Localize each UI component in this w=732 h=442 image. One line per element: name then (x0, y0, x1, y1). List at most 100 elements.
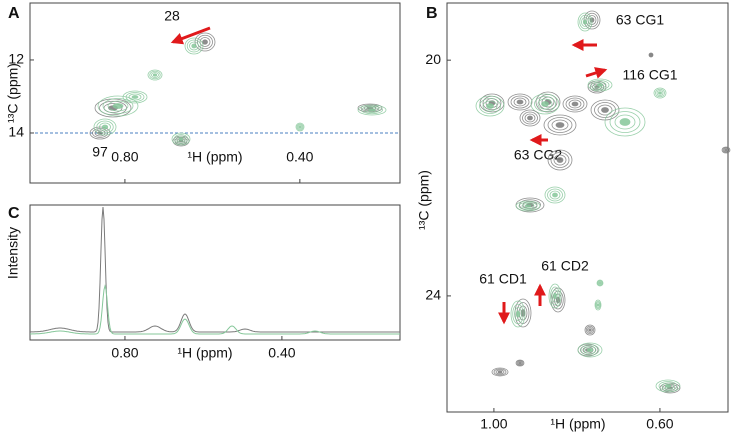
contour (547, 188, 563, 202)
contour (99, 122, 111, 132)
contour (604, 107, 646, 137)
contour (184, 37, 204, 55)
contour (107, 100, 129, 112)
contour (580, 344, 600, 356)
contour (535, 91, 561, 113)
contour (357, 104, 387, 116)
contour (594, 299, 602, 311)
annotation: 97 (92, 144, 108, 160)
contour (171, 132, 191, 146)
y-tick-label: 20 (425, 51, 441, 67)
arrows (170, 26, 608, 325)
x-tick-label: 0.80 (111, 345, 138, 361)
contour (482, 100, 498, 112)
contour (581, 17, 589, 27)
contour (724, 148, 728, 152)
contour (131, 95, 139, 99)
contour (551, 119, 569, 131)
contour (521, 203, 535, 209)
trace (30, 284, 400, 335)
contour (723, 148, 729, 152)
contour (619, 118, 631, 126)
contour (297, 124, 303, 130)
contour (518, 361, 522, 365)
contour (551, 289, 559, 303)
contour (524, 113, 536, 123)
contour (664, 384, 672, 388)
contour (552, 192, 558, 198)
contour (296, 123, 304, 131)
contour (579, 14, 591, 30)
annotation: 61 CD2 (541, 258, 589, 274)
contour (97, 95, 139, 117)
contour (491, 367, 509, 377)
contour (571, 101, 579, 107)
contours (475, 10, 731, 394)
x-axis-label: ¹H (ppm) (550, 416, 605, 432)
contour (173, 134, 189, 144)
contour (361, 105, 383, 115)
y-tick-label: 14 (8, 124, 24, 140)
contour (515, 310, 521, 318)
contour (553, 292, 557, 300)
contour (493, 368, 507, 376)
contour (513, 97, 527, 107)
contour (202, 39, 208, 45)
contour (516, 360, 524, 366)
x-axis-label: ¹H (ppm) (187, 149, 242, 165)
contour (590, 80, 610, 90)
contour (649, 53, 653, 57)
contour (364, 107, 380, 113)
contour (582, 19, 588, 25)
contour (541, 101, 549, 107)
y-axis-label: ¹³C (ppm) (5, 63, 21, 123)
arrow (170, 26, 211, 45)
contours (89, 32, 387, 147)
contour (524, 204, 532, 208)
contour (497, 370, 503, 374)
contour (661, 382, 675, 390)
contour (658, 381, 678, 391)
contour (583, 346, 597, 354)
panel-c-frame (29, 204, 401, 341)
contour (653, 87, 667, 99)
x-tick-label: 0.60 (646, 416, 673, 432)
contour (601, 107, 609, 113)
x-axis-label: ¹H (ppm) (177, 345, 232, 361)
panel-a-frame (29, 2, 401, 184)
contour (515, 200, 541, 212)
contour (197, 34, 213, 50)
contour (122, 90, 148, 104)
contour (102, 98, 134, 114)
contour (125, 92, 145, 102)
contour (596, 302, 600, 308)
contour (479, 98, 501, 114)
panel-label: C (8, 205, 20, 222)
contour (93, 118, 117, 136)
contour (721, 146, 731, 154)
contour (527, 115, 533, 121)
contour (562, 95, 588, 113)
contour (495, 369, 505, 375)
contour (587, 78, 613, 92)
contour (596, 303, 600, 307)
contour (176, 135, 186, 143)
contour (549, 190, 561, 200)
contour (518, 201, 538, 211)
contour (486, 103, 494, 109)
annotation: 61 CD1 (479, 271, 527, 287)
contour (565, 97, 585, 111)
contour (295, 122, 305, 132)
contour (512, 303, 524, 325)
contour (588, 328, 592, 332)
y-tick-label: 24 (425, 287, 441, 303)
annotation: 63 CG1 (616, 12, 664, 28)
x-tick-label: 0.40 (268, 345, 295, 361)
contour (649, 53, 653, 57)
contour (722, 147, 730, 153)
contour (199, 37, 211, 47)
contour (96, 120, 114, 134)
contour (555, 122, 565, 128)
contour (128, 93, 142, 101)
x-tick-label: 1.00 (480, 416, 507, 432)
